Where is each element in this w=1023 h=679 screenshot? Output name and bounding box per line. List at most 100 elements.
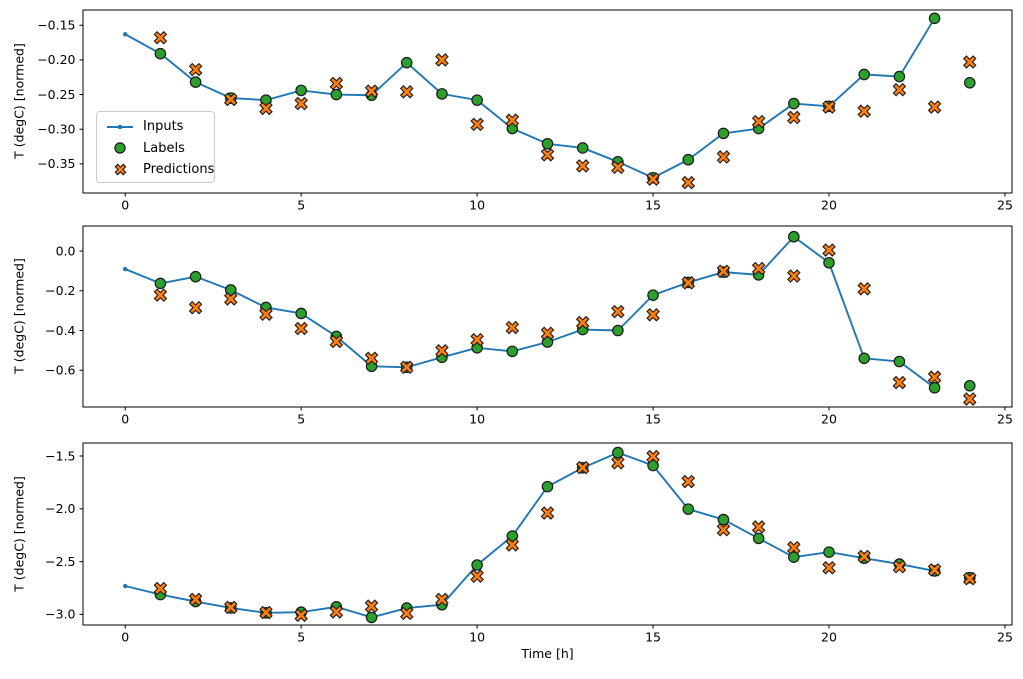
inputs-marker <box>123 583 128 589</box>
axes-spines <box>82 225 1013 408</box>
predictions-x-icon <box>105 162 135 177</box>
predictions-marker <box>540 148 555 162</box>
y-axis-title-middle: T (degC) [normed] <box>11 258 27 374</box>
predictions-marker <box>329 334 344 349</box>
predictions-marker <box>751 520 766 534</box>
predictions-marker <box>646 449 660 464</box>
labels-marker <box>717 127 730 140</box>
labels-marker <box>752 532 765 545</box>
predictions-marker <box>470 117 484 132</box>
labels-marker <box>576 142 589 154</box>
labels-marker <box>823 546 835 558</box>
y-tick-label: 0.0 <box>56 243 76 258</box>
predictions-marker <box>224 600 238 615</box>
labels-marker <box>963 379 976 392</box>
predictions-marker <box>822 560 836 575</box>
predictions-marker <box>857 549 871 564</box>
predictions-marker <box>716 522 731 537</box>
labels-marker <box>541 336 554 348</box>
labels-marker <box>295 84 307 97</box>
y-tick-label: −0.2 <box>45 283 75 298</box>
labels-marker <box>541 480 554 493</box>
inputs-marker <box>123 266 128 272</box>
predictions-marker <box>364 84 379 98</box>
labels-marker <box>823 256 835 269</box>
x-tick-label: 0 <box>121 412 129 427</box>
x-tick-label: 10 <box>469 630 485 645</box>
predictions-marker <box>787 110 801 125</box>
labels-marker <box>788 551 800 563</box>
y-tick-label: −2.5 <box>45 554 75 569</box>
legend-label-inputs: Inputs <box>143 119 184 135</box>
axes-spines <box>82 9 1013 194</box>
predictions-marker <box>329 605 344 619</box>
predictions-marker <box>364 599 379 613</box>
inputs-line-icon <box>105 121 135 133</box>
predictions-marker <box>892 559 907 574</box>
legend-label-labels: Labels <box>143 140 185 156</box>
labels-marker <box>928 12 941 25</box>
predictions-marker <box>892 82 907 97</box>
legend-item-predictions: Predictions <box>105 159 214 181</box>
labels-marker <box>471 94 483 106</box>
predictions-marker <box>399 606 414 621</box>
labels-marker <box>682 153 695 166</box>
labels-marker <box>928 381 941 394</box>
x-tick-label: 5 <box>297 412 305 427</box>
predictions-marker <box>927 100 942 114</box>
labels-marker <box>471 559 483 571</box>
legend-item-labels: Labels <box>105 138 214 160</box>
predictions-marker <box>540 506 555 520</box>
predictions-marker <box>575 315 590 330</box>
labels-marker <box>717 513 730 526</box>
predictions-marker <box>716 264 731 279</box>
predictions-marker <box>822 243 836 257</box>
predictions-marker <box>927 370 942 384</box>
predictions-marker <box>646 308 660 322</box>
predictions-marker <box>399 360 414 375</box>
predictions-marker <box>470 569 484 583</box>
predictions-marker <box>857 104 871 118</box>
predictions-marker <box>153 288 168 302</box>
predictions-marker <box>611 456 625 470</box>
x-tick-label: 10 <box>469 412 485 427</box>
labels-marker <box>224 284 237 296</box>
x-tick-label: 0 <box>121 198 129 213</box>
predictions-marker <box>224 292 238 306</box>
predictions-marker <box>153 581 168 596</box>
labels-marker <box>154 277 167 290</box>
predictions-marker <box>927 563 942 577</box>
labels-marker <box>893 70 906 83</box>
x-tick-label: 20 <box>821 412 837 427</box>
inputs-marker <box>123 32 128 37</box>
y-tick-label: −3.0 <box>45 607 75 622</box>
predictions-marker <box>470 332 484 347</box>
y-tick-label: −0.20 <box>37 52 75 67</box>
predictions-marker <box>611 160 625 175</box>
labels-marker <box>788 230 800 243</box>
x-tick-label: 15 <box>645 198 661 213</box>
labels-marker <box>858 352 871 365</box>
axes-spines <box>82 442 1013 626</box>
x-tick-label: 10 <box>469 198 485 213</box>
predictions-marker <box>751 114 766 129</box>
labels-marker <box>154 47 167 60</box>
labels-marker <box>963 76 976 89</box>
predictions-marker <box>259 307 273 322</box>
predictions-marker <box>399 85 414 99</box>
labels-marker <box>612 446 624 459</box>
predictions-marker <box>294 321 308 336</box>
x-tick-label: 5 <box>297 630 305 645</box>
predictions-marker <box>892 375 907 390</box>
legend: Inputs Labels Predictions <box>96 111 215 183</box>
predictions-marker <box>505 113 520 128</box>
predictions-marker <box>716 150 731 164</box>
predictions-marker <box>857 281 871 296</box>
labels-marker <box>506 345 519 358</box>
y-tick-label: −0.4 <box>45 323 75 338</box>
predictions-marker <box>575 159 590 173</box>
predictions-marker <box>575 460 590 475</box>
predictions-marker <box>962 392 977 406</box>
